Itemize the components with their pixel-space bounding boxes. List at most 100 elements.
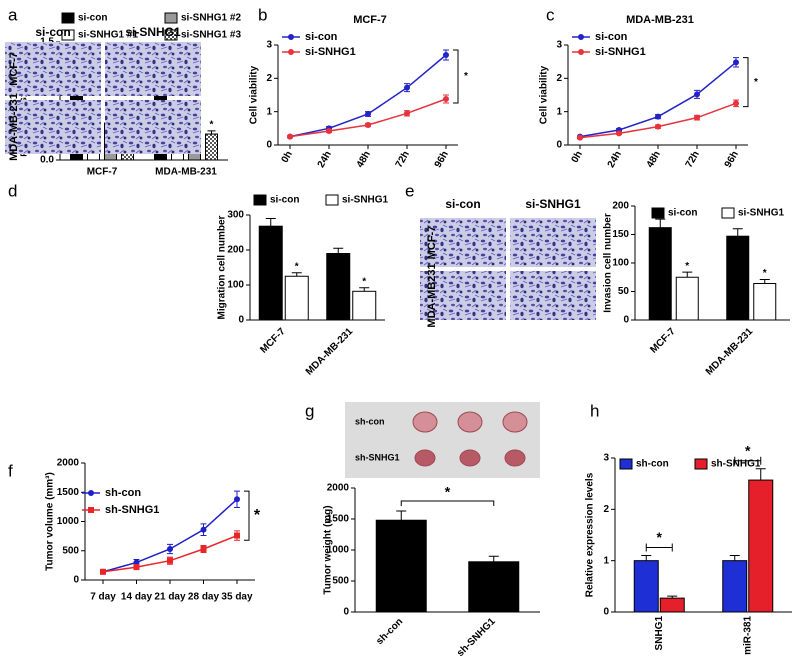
legend-label: si-SNHG1 — [738, 208, 785, 219]
tumor — [457, 411, 483, 433]
y-tick-label: 1000 — [57, 516, 80, 527]
y-tick-label: 1 — [556, 106, 562, 117]
y-tick-label: 1 — [266, 106, 272, 117]
x-tick-label: 0h — [570, 149, 585, 165]
legend-label: si-con — [305, 31, 338, 43]
error-bar — [655, 218, 666, 228]
marker — [733, 100, 739, 107]
legend-swatch — [651, 207, 665, 219]
marker — [167, 545, 173, 552]
image-column-label: si-SNHG1 — [125, 25, 181, 39]
micrograph — [420, 218, 506, 267]
image-row-label: MCF-7 — [8, 52, 20, 86]
significance: * — [754, 77, 758, 88]
y-axis-label: Cell viability — [249, 65, 260, 124]
panel-letter: f — [8, 461, 13, 480]
error-bar — [641, 555, 652, 561]
bar — [675, 276, 699, 321]
x-tick-label: 0h — [280, 149, 295, 165]
bracket — [743, 57, 749, 108]
image-column-label: si-SNHG1 — [525, 197, 581, 211]
marker — [733, 59, 739, 66]
marker — [365, 122, 371, 128]
marker — [100, 568, 106, 575]
significance: * — [295, 261, 299, 272]
y-tick-label: 1000 — [327, 545, 350, 556]
tumor — [459, 449, 481, 467]
x-tick-label: 72h — [394, 149, 412, 169]
y-axis-label: Relative expression levels — [585, 472, 596, 597]
y-tick-label: 200 — [227, 245, 244, 256]
y-tick-label: 500 — [332, 576, 349, 587]
legend-label: si-SNHG1 — [342, 195, 389, 206]
legend-swatch — [325, 194, 339, 206]
panel-letter: g — [305, 401, 314, 420]
legend-marker — [288, 34, 294, 40]
x-tick-label: MDA-MB-231 — [704, 326, 756, 378]
error-bar — [488, 555, 499, 562]
significance: * — [210, 120, 214, 131]
error-bar — [729, 555, 740, 561]
chart-title: MDA-MB-231 — [626, 14, 694, 26]
micrograph — [105, 42, 201, 96]
y-tick-label: 100 — [227, 280, 244, 291]
error-bar — [291, 272, 302, 277]
marker — [404, 110, 410, 117]
marker — [616, 130, 622, 137]
bar — [726, 235, 750, 321]
significance: * — [254, 507, 261, 524]
y-tick-label: 0 — [343, 607, 349, 618]
marker — [443, 96, 449, 102]
legend-marker — [288, 49, 294, 55]
legend-label: si-SNHG1 — [305, 46, 356, 58]
y-axis-label: Migration cell number — [217, 215, 228, 319]
marker — [577, 134, 583, 141]
marker — [133, 559, 140, 566]
error-bar — [333, 247, 344, 254]
image-column-label: si-con — [445, 197, 480, 211]
y-tick-label: 1500 — [57, 487, 80, 498]
y-tick-label: 0.0 — [40, 155, 54, 166]
y-axis-label: Tumor volume (mm³) — [45, 472, 56, 571]
legend-marker — [88, 507, 94, 513]
tumor — [504, 449, 526, 467]
x-tick-label: MCF-7 — [258, 326, 288, 356]
marker — [443, 52, 449, 58]
error-bar — [732, 228, 743, 237]
y-tick-label: 2 — [266, 73, 272, 84]
legend-swatch — [61, 12, 75, 24]
y-tick-label: 0 — [556, 140, 562, 151]
y-tick-label: 100 — [612, 258, 629, 269]
y-axis-label: Cell viability — [539, 65, 550, 124]
significance: * — [362, 276, 366, 287]
x-tick-label: 24h — [606, 149, 624, 169]
y-tick-label: 0 — [73, 575, 79, 586]
bracket — [734, 456, 762, 465]
micrograph — [510, 218, 596, 267]
legend-label: sh-SNHG1 — [105, 504, 159, 516]
bar — [468, 561, 520, 613]
error-bar — [207, 130, 216, 135]
micrograph — [5, 100, 101, 154]
y-tick-label: 2000 — [327, 483, 350, 494]
legend-swatch — [61, 29, 75, 41]
tumor — [414, 449, 436, 467]
bracket — [453, 49, 459, 104]
image-row-label: MDA-MB-231 — [8, 93, 20, 161]
micrograph — [5, 42, 101, 96]
marker — [365, 111, 371, 117]
micrograph — [105, 100, 201, 154]
marker — [200, 526, 207, 533]
marker — [133, 564, 140, 571]
image-row-label: sh-SNHG1 — [355, 452, 400, 462]
legend-swatch — [164, 29, 178, 41]
legend-label: si-SNHG1 #1 — [78, 30, 138, 41]
image-row-label: MDA-MB231 — [426, 263, 438, 327]
legend-label: si-con — [668, 208, 697, 219]
legend-label: si-SNHG1 #2 — [181, 13, 241, 24]
legend-marker — [578, 34, 584, 40]
bar — [375, 519, 427, 613]
x-tick-label: miR-381 — [742, 616, 753, 655]
y-tick-label: 2 — [603, 504, 609, 515]
significance: * — [464, 71, 468, 82]
